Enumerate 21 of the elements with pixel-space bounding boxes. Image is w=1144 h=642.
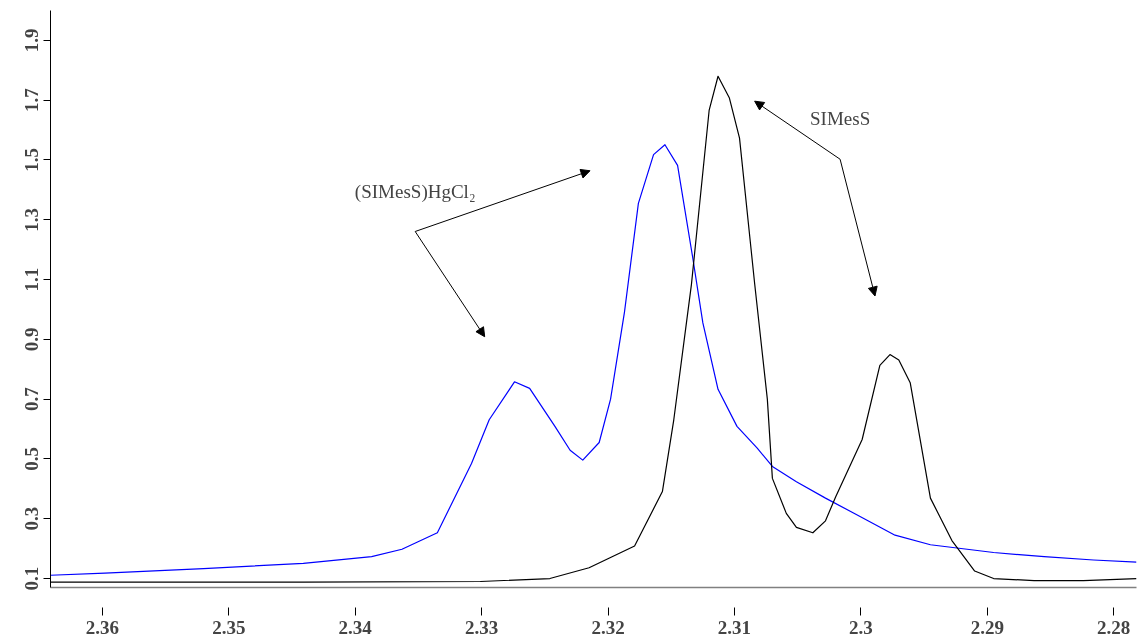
y-tick-label: 0.9 (21, 327, 43, 352)
x-tick-label: 2.32 (591, 616, 625, 638)
x-tick-label: 2.3 (849, 616, 873, 638)
x-tick-label: 2.36 (85, 616, 119, 638)
x-tick-label: 2.29 (970, 616, 1004, 638)
x-tick-label: 2.33 (464, 616, 499, 638)
y-tick-label: 1.7 (21, 87, 43, 113)
y-tick-label: 0.3 (21, 506, 43, 531)
y-tick-label: 0.7 (21, 386, 43, 412)
y-tick-label: 0.5 (21, 447, 43, 471)
annotation: SIMesS (810, 108, 871, 130)
x-tick-label: 2.35 (212, 616, 246, 638)
x-tick-label: 2.34 (338, 616, 373, 638)
y-tick-label: 1.9 (21, 28, 43, 53)
y-tick-label: 1.3 (21, 207, 43, 232)
annotation: (SIMesS)HgCl₂ (354, 180, 476, 203)
y-tick-label: 1.1 (21, 267, 43, 292)
x-tick-label: 2.31 (717, 616, 752, 638)
y-tick-label: 1.5 (21, 148, 43, 172)
x-tick-label: 2.28 (1097, 616, 1131, 638)
y-tick-label: 0.1 (21, 566, 43, 591)
